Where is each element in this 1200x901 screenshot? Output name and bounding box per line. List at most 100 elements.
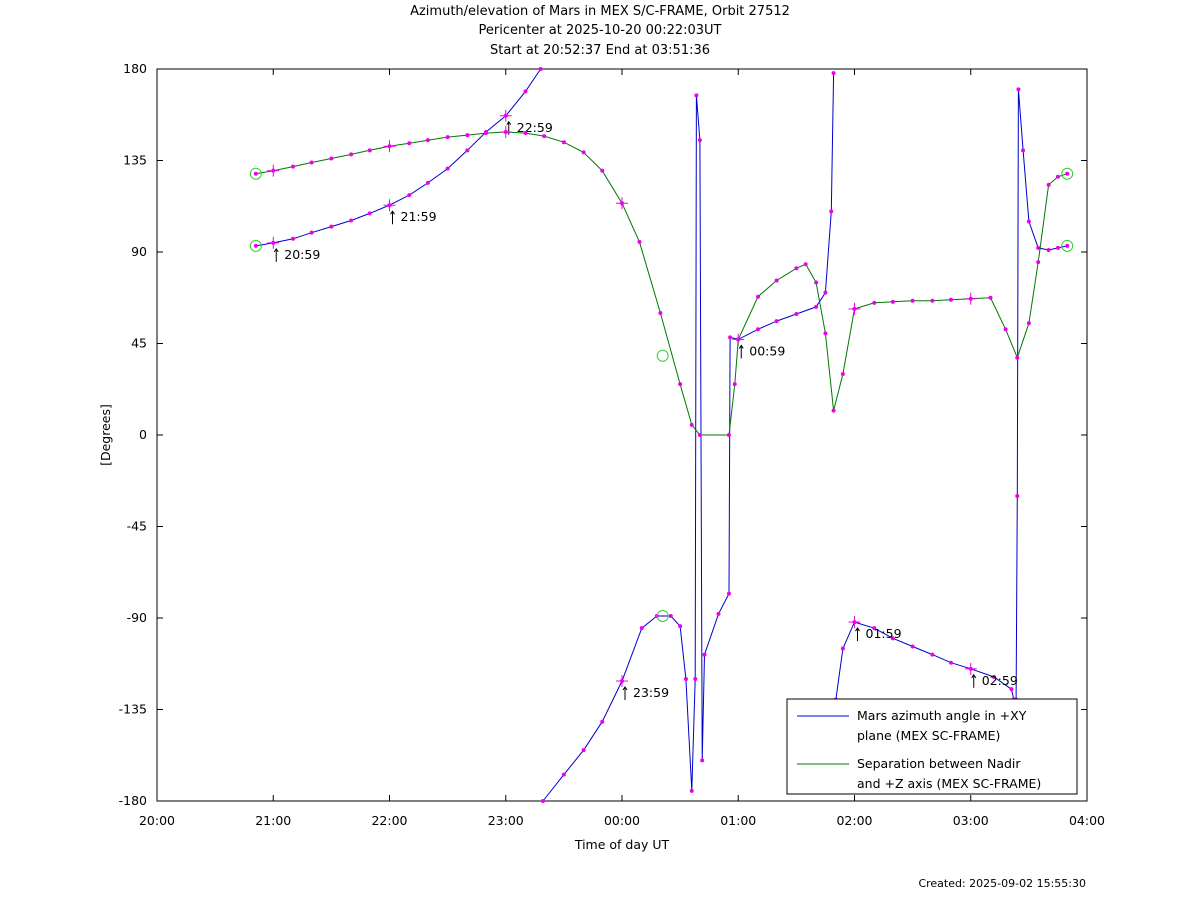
azimuth-data-point xyxy=(1015,494,1020,498)
x-tick-label: 03:00 xyxy=(953,813,989,828)
azimuth-data-point xyxy=(668,613,673,618)
legend-box xyxy=(786,698,1078,795)
x-tick-label: 22:00 xyxy=(371,813,407,828)
hour-label: 22:59 xyxy=(517,120,553,135)
azimuth-data-point xyxy=(367,211,372,216)
separation-data-point xyxy=(803,262,808,267)
separation-data-point xyxy=(425,138,430,143)
azimuth-data-point xyxy=(639,626,644,631)
azimuth-data-point xyxy=(814,304,819,309)
event-circle-marker xyxy=(249,239,262,252)
separation-data-point xyxy=(948,297,953,302)
separation-data-point xyxy=(697,433,702,437)
azimuth-data-point xyxy=(831,71,836,76)
separation-data-point xyxy=(637,239,642,244)
azimuth-data-point xyxy=(1036,245,1041,250)
separation-data-point xyxy=(1065,171,1070,176)
azimuth-data-point xyxy=(700,758,705,763)
hour-label-arrowhead xyxy=(506,120,512,126)
azimuth-data-point xyxy=(309,230,314,235)
azimuth-data-point xyxy=(697,138,702,143)
x-tick-label: 23:00 xyxy=(488,813,524,828)
azimuth-data-point xyxy=(910,644,915,649)
azimuth-data-point xyxy=(1055,245,1060,250)
created-timestamp: Created: 2025-09-02 15:55:30 xyxy=(918,877,1086,890)
azimuth-data-point xyxy=(693,677,698,681)
x-tick-label: 21:00 xyxy=(255,813,291,828)
azimuth-data-point xyxy=(726,591,731,596)
separation-data-point xyxy=(890,299,895,304)
chart-subtitle-pericenter: Pericenter at 2025-10-20 00:22:03UT xyxy=(478,23,722,38)
separation-data-point xyxy=(407,141,412,146)
separation-data-point xyxy=(1003,327,1008,332)
azimuth-data-point xyxy=(407,193,412,198)
azimuth-data-point xyxy=(840,646,845,651)
y-tick-label: -90 xyxy=(127,610,147,625)
azimuth-data-point xyxy=(425,180,430,185)
separation-data-point xyxy=(291,164,296,169)
separation-data-point xyxy=(823,331,828,336)
azimuth-series-line xyxy=(255,68,542,247)
separation-data-point xyxy=(542,134,547,139)
y-tick-label: -45 xyxy=(127,519,147,534)
chart-subtitle-start-end: Start at 20:52:37 End at 03:51:36 xyxy=(489,43,711,58)
azimuth-data-point xyxy=(694,93,699,98)
separation-data-point xyxy=(988,295,993,300)
separation-data-point xyxy=(600,168,605,173)
azimuth-data-point xyxy=(774,319,779,324)
azimuth-data-point xyxy=(329,224,334,229)
separation-data-point xyxy=(349,152,354,157)
separation-data-point xyxy=(445,135,450,140)
separation-data-point xyxy=(930,298,935,303)
azimuth-data-point xyxy=(689,788,694,793)
azimuth-data-point xyxy=(1065,243,1070,248)
separation-data-point xyxy=(523,131,528,136)
legend-entry-text: and +Z axis (MEX SC-FRAME) xyxy=(857,776,1041,791)
separation-data-point xyxy=(253,171,258,176)
x-tick-label: 02:00 xyxy=(836,813,872,828)
hour-label-arrowhead xyxy=(738,344,744,349)
azimuth-data-point xyxy=(1021,148,1026,153)
y-tick-label: 0 xyxy=(139,427,147,442)
event-circle-marker xyxy=(656,349,669,362)
event-circle-marker xyxy=(1061,167,1074,180)
azimuth-data-point xyxy=(538,67,543,71)
azimuth-data-point xyxy=(291,236,296,241)
azimuth-data-point xyxy=(823,290,828,295)
azimuth-data-point xyxy=(678,624,683,629)
x-tick-label: 20:00 xyxy=(139,813,175,828)
hour-label-arrowhead xyxy=(622,686,628,691)
separation-data-point xyxy=(581,150,586,155)
azimuth-data-point xyxy=(716,611,721,616)
separation-data-point xyxy=(329,156,334,161)
separation-data-point xyxy=(814,280,819,285)
hour-label: 21:59 xyxy=(401,209,437,224)
azimuth-data-point xyxy=(872,626,877,631)
separation-data-point xyxy=(1015,355,1020,360)
hour-label: 01:59 xyxy=(866,626,902,641)
azimuth-data-point xyxy=(253,243,258,248)
separation-data-point xyxy=(736,337,741,342)
separation-data-point xyxy=(774,278,779,283)
azimuth-data-point xyxy=(581,748,586,753)
separation-data-point xyxy=(794,266,799,271)
event-circle-marker xyxy=(656,609,669,622)
x-axis-label: Time of day UT xyxy=(574,837,670,852)
legend-entry-text: plane (MEX SC-FRAME) xyxy=(857,728,1000,743)
legend-entry-text: Separation between Nadir xyxy=(857,756,1021,771)
azimuth-data-point xyxy=(1026,219,1031,224)
hour-label: 20:59 xyxy=(284,247,320,262)
x-tick-label: 00:00 xyxy=(604,813,640,828)
azimuth-data-point xyxy=(1016,87,1021,92)
y-tick-label: 45 xyxy=(131,336,147,351)
azimuth-data-point xyxy=(992,674,996,679)
separation-data-point xyxy=(678,382,683,387)
y-tick-label: 135 xyxy=(123,153,147,168)
azimuth-series-line xyxy=(1015,89,1068,700)
separation-data-point xyxy=(1026,321,1031,326)
azimuth-data-point xyxy=(930,652,935,657)
separation-data-point xyxy=(726,433,731,437)
separation-data-point xyxy=(910,298,915,303)
separation-data-point xyxy=(561,140,566,145)
